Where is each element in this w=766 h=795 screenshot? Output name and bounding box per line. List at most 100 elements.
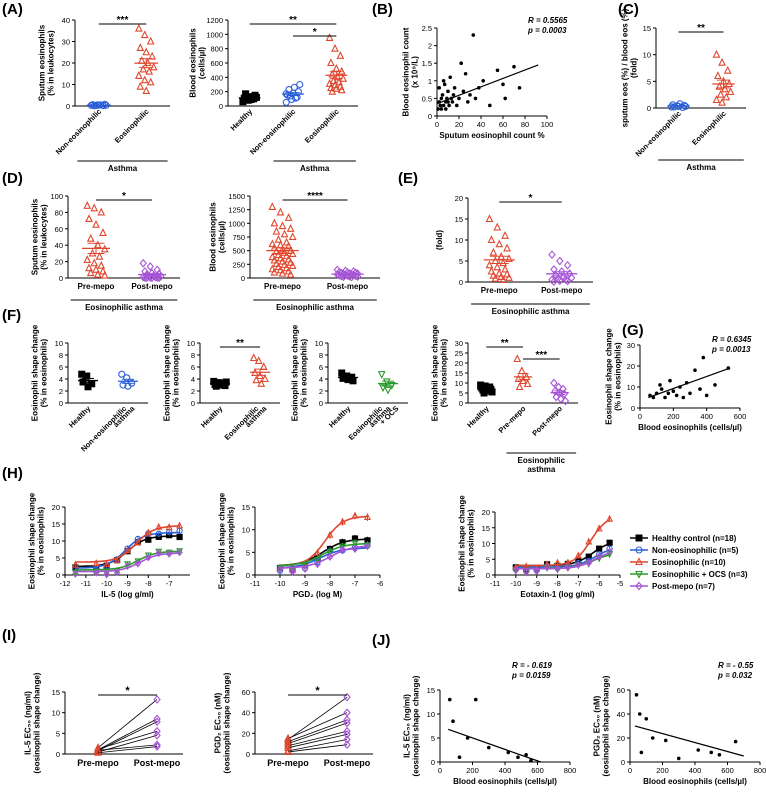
chart-E: 0 5 10 15 20 (fold) Pre-mepo Post-mepo Eosinophi… [435,193,593,316]
chart-J2: 0 20 40 60 PGD₂ EC₅₀ (nM) (eosinophil shape c… [593,675,766,786]
y-tick-label: 20 [242,729,250,738]
data-point [489,247,498,256]
data-point [71,560,79,568]
data-point [452,86,457,90]
data-point [503,243,511,252]
data-point [718,97,726,106]
y-tick-label: 5 [459,257,463,266]
y-axis-label: (eosinophil shape change) [602,675,611,776]
data-point [145,66,154,75]
y-tick-label: 0 [486,571,490,580]
y-axis-label: Blood eosinophils [189,28,198,98]
y-tick-label: 4 [59,375,63,384]
data-point [364,542,371,551]
chart-J1: 0 5 10 15 IL-5 EC₅₀ (ng/ml) (eosinophil shape… [403,675,577,786]
data-point [142,86,151,94]
fit-curve [515,549,610,568]
legend-label: Post-mepo (n=7) [652,582,715,591]
data-point [524,753,528,757]
stat-j2-p: p = 0.032 [717,671,753,680]
category-label: Pre-mepo [78,282,115,291]
x-tick-label: 200 [656,766,669,775]
y-tick-label: 0 [59,274,63,283]
chart-D1: 0 20 40 60 80 100 Sputum eosinophils (% in leuk… [31,191,180,312]
data-point [249,353,258,362]
data-point [455,103,459,108]
data-point [343,740,351,750]
category-label: Post-mepo [131,282,172,291]
data-point [550,378,558,388]
data-point [280,260,289,268]
data-point [259,362,268,371]
data-point [289,567,296,576]
data-point [659,387,664,391]
chart-H3: 0 5 10 15 20 Eosinophil shape change (% in eos… [458,495,624,599]
data-point [554,565,561,573]
data-point [712,95,721,104]
data-point [353,272,362,281]
y-tick-label: 1500 [228,192,245,201]
group-label: Eosinophilic asthma [85,303,163,312]
fit-line [436,64,539,105]
data-point [134,538,142,546]
x-axis-label: Eotaxin-1 (log g/ml) [520,590,595,599]
data-point [512,566,520,575]
data-point [512,64,516,69]
data-point [282,251,291,260]
y-tick-label: 8 [319,351,323,360]
x-tick-label: 400 [499,766,512,775]
y-tick-label: 20 [455,359,463,368]
category-label: Eosinophilic [690,109,728,147]
data-point [666,391,671,396]
data-point [670,103,678,111]
data-point [436,107,440,111]
data-point [118,370,126,378]
y-tick-label: 20 [55,258,63,267]
data-point [276,565,284,574]
data-point [495,268,504,277]
data-point [146,77,155,86]
legend-label: Eosinophilic + OCS (n=3) [652,570,748,579]
data-point [556,276,564,286]
data-point [328,69,337,78]
x-tick-label: -11 [250,579,260,588]
fit-line [447,728,541,763]
data-point [439,107,444,111]
data-point [439,96,444,101]
data-point [270,267,279,276]
data-point [499,258,508,267]
data-point [503,269,511,278]
data-point [446,100,450,104]
category-label: Healthy [229,106,255,132]
data-point [145,536,152,543]
pair-line [98,744,158,751]
data-point [487,266,496,275]
data-point [90,203,99,212]
y-tick-label: 15 [52,688,60,697]
data-point [140,30,149,39]
category-label: Healthy [199,403,225,429]
y-axis-label: (% in eosinophils) [300,338,309,407]
data-point [113,556,121,564]
data-point [644,717,649,721]
y-axis-label: (fold) [435,230,444,250]
data-point [451,93,456,97]
y-axis-label: IL-5 EC₅₀ (ng/ml) [403,694,412,758]
data-point [634,693,639,697]
y-axis-label: PGD₂ EC₅₀ (nM) [214,692,223,753]
data-point [282,237,291,246]
y-tick-label: 0 [631,404,635,413]
data-point [148,51,157,60]
data-point [153,726,161,736]
data-point [668,378,672,383]
x-tick-label: 400 [689,766,702,775]
pair-line [97,730,158,750]
data-point [440,93,445,97]
x-tick-label: 400 [700,412,713,421]
pair-line [287,730,348,747]
x-tick-label: 0 [628,766,632,775]
y-tick-label: 8 [191,351,195,360]
y-axis-label: (% in eosinophils) [40,338,49,407]
data-point [274,250,283,259]
data-point [552,392,560,402]
